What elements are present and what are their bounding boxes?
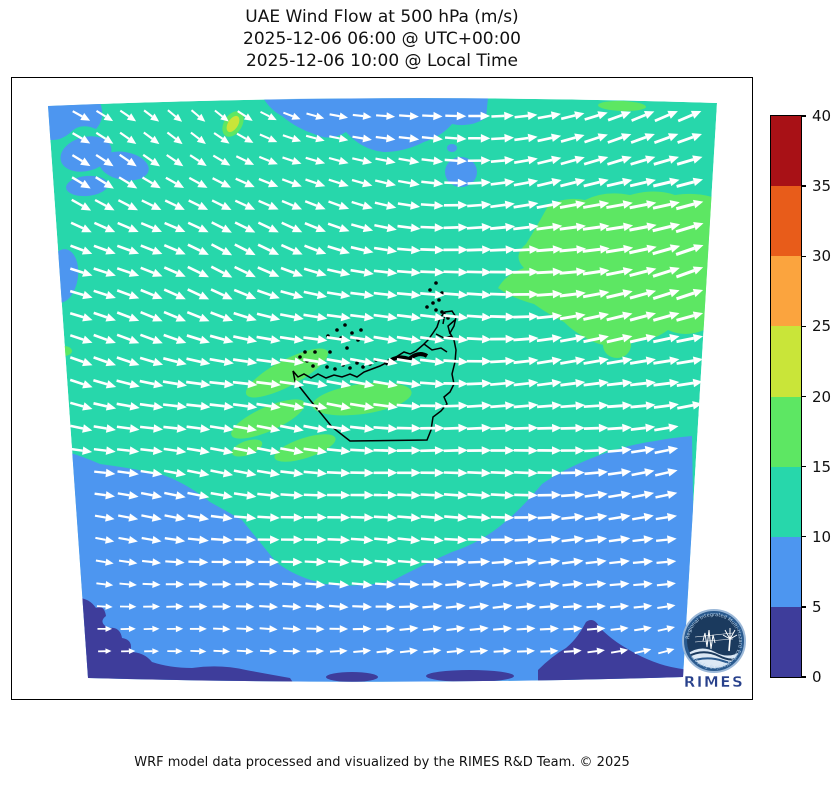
colorbar-tick-label: 40 [812,107,832,125]
colorbar-tick-label: 15 [812,457,832,476]
colorbar-tick [801,255,806,257]
colorbar-tick-label: 30 [812,247,832,266]
footer-credit: WRF model data processed and visualized … [134,755,630,770]
colorbar-segment [771,536,801,607]
colorbar-tick-label: 10 [812,527,832,546]
colorbar-tick-label: 0 [812,668,822,686]
colorbar-tick [801,115,806,117]
colorbar-segment [771,606,801,677]
colorbar-tick [801,536,806,538]
wind-arrows [69,109,704,655]
colorbar-segment [771,326,801,397]
rimes-logo: Regional Integrated Multi-Hazard Early W… [682,609,746,691]
colorbar-tick [801,606,806,608]
chart-subtitle-local: 2025-12-06 10:00 @ Local Time [245,51,519,71]
logo-ring [682,609,746,673]
colorbar-tick [801,325,806,328]
colorbar-tick-label: 20 [812,387,832,406]
colorbar: 0 5 10 15 20 25 30 35 40 [770,107,831,686]
colorbar-tick-label: 25 [812,317,832,336]
chart-title: UAE Wind Flow at 500 hPa (m/s) [245,7,519,27]
chart-title-block: UAE Wind Flow at 500 hPa (m/s) 2025-12-0… [11,6,753,72]
chart-subtitle-utc: 2025-12-06 06:00 @ UTC+00:00 [243,29,521,49]
colorbar-tick-label: 35 [812,177,832,196]
logo-caption: RIMES [684,673,745,691]
colorbar-bar: 0 5 10 15 20 25 30 35 40 [770,107,831,686]
colorbar-tick [801,676,806,678]
colorbar-tick [801,185,806,187]
colorbar-segment [771,186,801,257]
colorbar-segment [771,116,801,187]
colorbar-tick [801,395,806,398]
colorbar-tick-label: 5 [812,597,822,616]
colorbar-tick [801,465,806,468]
colorbar-segment [771,256,801,327]
map-fill-layers [48,98,717,682]
colorbar-segment [771,396,801,467]
colorbar-segment [771,466,801,537]
